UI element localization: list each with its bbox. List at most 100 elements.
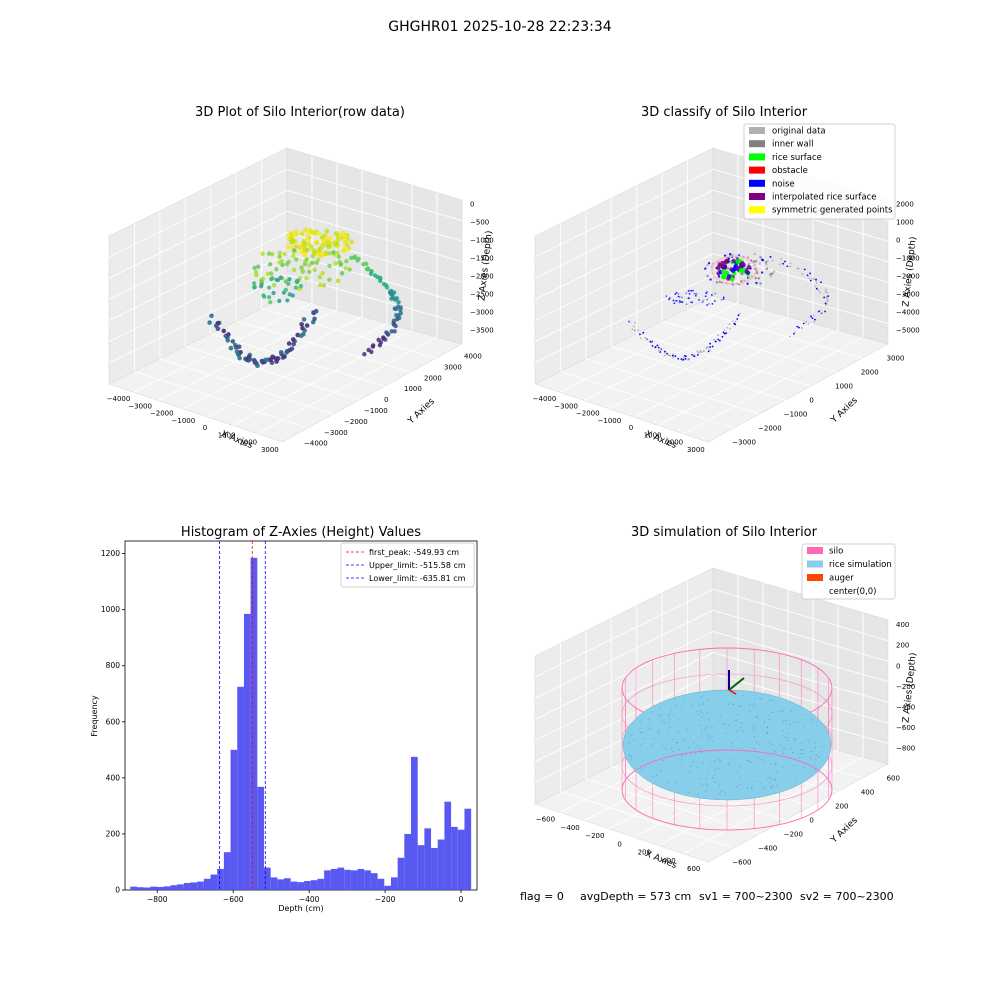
rice-point (725, 709, 727, 711)
rice-point (750, 787, 753, 789)
rice-point (751, 729, 753, 731)
data-point (726, 276, 731, 281)
rice-point (738, 705, 740, 707)
data-point (318, 282, 323, 288)
data-point (693, 292, 696, 295)
data-point (343, 233, 348, 239)
data-point (302, 252, 308, 258)
data-point (825, 296, 828, 298)
data-point (680, 301, 682, 303)
grid-line (108, 168, 288, 258)
data-point (761, 258, 765, 262)
rice-point (739, 705, 741, 707)
rice-point (814, 742, 816, 744)
rice-point (752, 725, 754, 727)
rice-point (769, 699, 772, 701)
z-tick-label: −3000 (470, 309, 494, 317)
grid-line (683, 336, 864, 435)
data-point (304, 323, 310, 328)
data-point (260, 251, 266, 257)
data-point (645, 337, 648, 340)
data-point (694, 294, 697, 297)
data-point (252, 359, 258, 364)
grid-line (611, 345, 786, 401)
x-tick-label: 1000 (218, 431, 236, 439)
data-point (290, 337, 296, 342)
data-point (739, 280, 743, 283)
chart-points (207, 227, 403, 369)
data-point (291, 267, 297, 273)
data-point (696, 354, 699, 356)
data-point (677, 295, 680, 298)
grid-line (286, 210, 463, 263)
data-point (275, 356, 281, 361)
data-point (628, 321, 631, 324)
data-point (792, 332, 795, 335)
data-point (729, 327, 732, 330)
data-point (271, 290, 276, 296)
data-point (815, 282, 818, 285)
rice-point (658, 733, 660, 735)
rice-point (782, 753, 784, 755)
data-point (692, 354, 695, 356)
histogram-bar (203, 878, 211, 890)
data-point (335, 232, 341, 238)
data-point (730, 277, 735, 282)
data-point (342, 245, 348, 251)
legend-frame (340, 542, 475, 588)
rice-point (668, 714, 670, 716)
y-tick-label: 600 (106, 717, 121, 726)
data-point (813, 278, 816, 281)
rice-point (639, 721, 641, 723)
chart-panes (108, 147, 463, 443)
grid-line (108, 189, 288, 279)
rice-point (666, 732, 668, 734)
y-tick-label: 200 (835, 802, 848, 810)
data-point (286, 281, 291, 286)
data-point (302, 261, 308, 267)
data-point (784, 260, 786, 263)
rice-point (648, 728, 651, 730)
rice-point (738, 765, 740, 767)
legend-label: first_peak: -549.93 cm (369, 548, 459, 557)
rice-point (802, 752, 805, 755)
data-point (221, 328, 227, 334)
x-tick-label: 3000 (687, 446, 705, 454)
data-point (377, 343, 383, 348)
data-point (312, 267, 317, 273)
data-point (800, 327, 803, 330)
rice-point (706, 727, 708, 729)
rice-point (668, 782, 670, 785)
rice-point (794, 739, 797, 741)
avg-depth-status: avgDepth = 573 cm (580, 890, 691, 903)
data-point (734, 323, 737, 326)
rice-point (684, 753, 687, 755)
rice-point (780, 744, 782, 746)
grid-line (286, 189, 463, 242)
data-point (654, 346, 657, 349)
data-point (675, 291, 678, 294)
rice-point (701, 735, 703, 737)
rice-point (749, 710, 751, 712)
data-point (301, 331, 306, 337)
rice-point (693, 761, 695, 763)
rice-point (732, 703, 734, 706)
data-point (737, 314, 740, 317)
data-point (710, 294, 713, 296)
chart-tick-labels: −800 −600 −400 −200 0 0 200 400 600 800 1000 1200 (101, 549, 464, 904)
rice-point (762, 787, 764, 789)
rice-point (776, 784, 778, 787)
rice-point (688, 771, 690, 773)
rice-point (696, 710, 699, 712)
data-point (681, 301, 684, 303)
rice-point (711, 725, 713, 728)
grid-line (712, 609, 889, 662)
data-point (782, 262, 785, 265)
rice-point (659, 715, 661, 717)
data-point (230, 339, 236, 344)
rice-point (710, 764, 712, 766)
histogram-bar (451, 826, 458, 890)
data-point (706, 290, 708, 293)
y-tick-label: −200 (784, 830, 803, 838)
data-point (695, 292, 698, 295)
